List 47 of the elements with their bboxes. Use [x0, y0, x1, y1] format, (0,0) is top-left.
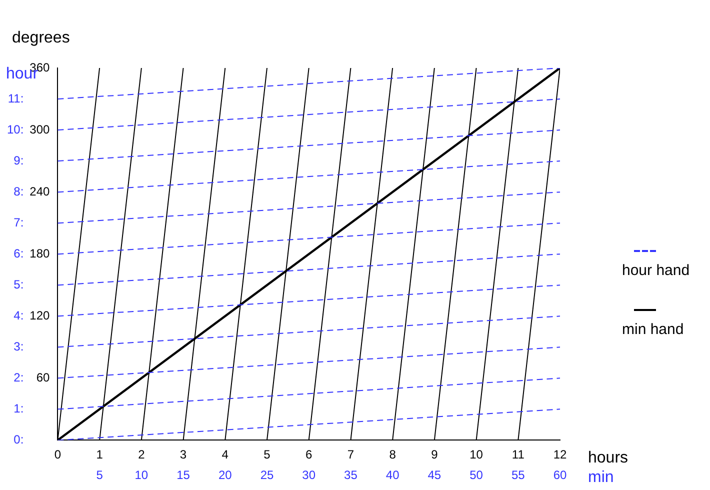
y2-tick-label: 0:	[14, 432, 24, 447]
x2-tick-label: 10	[134, 468, 148, 482]
x2-tick-label: 15	[176, 468, 190, 482]
x2-tick-label: 20	[218, 468, 232, 482]
y2-tick-label: 7:	[14, 215, 24, 230]
y2-tick-label: 8:	[14, 184, 24, 198]
y2-tick-label: 3:	[14, 339, 24, 354]
y-tick-label: 60	[36, 370, 50, 384]
x-tick-label: 1	[96, 448, 104, 462]
x-tick-label: 4	[222, 448, 229, 462]
legend-label: hour hand	[622, 262, 690, 279]
x2-tick-label: 45	[428, 468, 442, 482]
x2-tick-label: 35	[344, 468, 358, 482]
y2-tick-label: 9:	[14, 153, 24, 168]
x-tick-label: 0	[54, 448, 62, 462]
legend-label: min hand	[622, 321, 685, 338]
y-tick-label: 240	[30, 184, 50, 198]
x2-tick-label: 50	[470, 468, 484, 482]
x2-axis-title: min	[588, 469, 614, 486]
y-tick-label: 300	[30, 122, 50, 136]
y-axis-title: degrees	[12, 29, 70, 46]
x-tick-label: 5	[264, 448, 271, 462]
y2-tick-label: 11:	[8, 91, 24, 106]
x2-tick-label: 40	[386, 468, 400, 482]
y2-tick-label: 6:	[14, 246, 24, 260]
y2-tick-label: 2:	[14, 370, 24, 384]
x-axis-title: hours	[588, 450, 628, 467]
x-tick-label: 12	[553, 448, 567, 462]
y2-tick-label: 10:	[6, 122, 24, 136]
x-tick-label: 3	[180, 448, 187, 462]
x2-tick-label: 5	[96, 468, 104, 482]
y2-tick-label: 5:	[14, 277, 24, 292]
x-tick-label: 6	[306, 448, 313, 462]
x-tick-label: 7	[347, 448, 354, 462]
y2-tick-label: 1:	[14, 401, 24, 416]
x-tick-label: 8	[389, 448, 396, 462]
x2-tick-label: 55	[511, 468, 526, 482]
x-tick-label: 11	[512, 448, 525, 462]
y-tick-label: 120	[30, 308, 50, 322]
x2-tick-label: 25	[260, 468, 274, 482]
x2-tick-label: 30	[302, 468, 316, 482]
y2-tick-label: 4:	[14, 308, 24, 322]
x-tick-label: 9	[431, 448, 438, 462]
y-tick-label: 180	[30, 246, 50, 260]
x-tick-label: 2	[138, 448, 146, 462]
x-tick-label: 10	[470, 448, 484, 462]
x2-tick-label: 60	[553, 468, 567, 482]
